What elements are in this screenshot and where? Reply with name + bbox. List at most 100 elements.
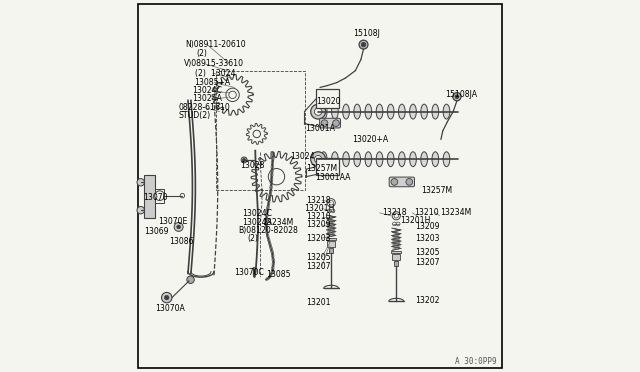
Text: 13218: 13218 bbox=[306, 196, 330, 205]
Circle shape bbox=[394, 214, 399, 218]
Ellipse shape bbox=[410, 104, 417, 119]
Ellipse shape bbox=[354, 104, 360, 119]
Text: 13210: 13210 bbox=[306, 212, 330, 221]
Circle shape bbox=[327, 199, 335, 207]
Ellipse shape bbox=[376, 104, 383, 119]
Text: 13024A: 13024A bbox=[191, 94, 221, 103]
Circle shape bbox=[362, 42, 365, 47]
Circle shape bbox=[164, 295, 169, 300]
Text: 13218: 13218 bbox=[383, 208, 407, 217]
Circle shape bbox=[180, 193, 184, 198]
Text: 13201: 13201 bbox=[306, 298, 330, 307]
Text: 13020: 13020 bbox=[316, 97, 340, 106]
Text: 15108J: 15108J bbox=[353, 29, 380, 38]
Circle shape bbox=[268, 169, 285, 185]
Circle shape bbox=[310, 152, 326, 167]
Circle shape bbox=[455, 95, 459, 99]
Circle shape bbox=[177, 225, 180, 229]
Ellipse shape bbox=[421, 104, 428, 119]
FancyBboxPatch shape bbox=[319, 118, 340, 128]
Ellipse shape bbox=[342, 152, 349, 167]
Text: (2): (2) bbox=[196, 49, 207, 58]
Text: 13001A: 13001A bbox=[305, 124, 335, 133]
Text: 13205: 13205 bbox=[306, 253, 330, 262]
Ellipse shape bbox=[354, 152, 360, 167]
Text: 13085+A: 13085+A bbox=[195, 78, 230, 87]
Text: 13070E: 13070E bbox=[158, 217, 188, 226]
Circle shape bbox=[314, 108, 322, 115]
Ellipse shape bbox=[410, 152, 417, 167]
Ellipse shape bbox=[321, 104, 327, 119]
Text: 13020+A: 13020+A bbox=[353, 135, 388, 144]
Text: 13209: 13209 bbox=[306, 220, 330, 229]
FancyBboxPatch shape bbox=[389, 177, 415, 187]
Ellipse shape bbox=[387, 104, 394, 119]
Text: B)08120-82028: B)08120-82028 bbox=[238, 226, 298, 235]
Circle shape bbox=[392, 222, 396, 226]
Text: 13024A: 13024A bbox=[242, 218, 272, 227]
Text: 08228-61610: 08228-61610 bbox=[179, 103, 230, 112]
Text: (2)  13024: (2) 13024 bbox=[195, 69, 235, 78]
Ellipse shape bbox=[443, 104, 450, 119]
Circle shape bbox=[155, 191, 164, 201]
Ellipse shape bbox=[332, 104, 338, 119]
Circle shape bbox=[243, 158, 246, 161]
Ellipse shape bbox=[399, 104, 405, 119]
Text: 13209: 13209 bbox=[415, 222, 440, 231]
Ellipse shape bbox=[387, 152, 394, 167]
Text: 13028: 13028 bbox=[240, 161, 264, 170]
Text: 13069: 13069 bbox=[145, 227, 169, 236]
Circle shape bbox=[392, 212, 401, 220]
Ellipse shape bbox=[376, 152, 383, 167]
Text: 13257M: 13257M bbox=[307, 164, 338, 173]
Text: 13234M: 13234M bbox=[262, 218, 294, 227]
Text: 13024C: 13024C bbox=[191, 86, 221, 95]
Text: (2): (2) bbox=[248, 234, 259, 243]
Circle shape bbox=[174, 222, 183, 231]
Text: 13024C: 13024C bbox=[242, 209, 272, 218]
Text: 13257M: 13257M bbox=[422, 186, 452, 195]
Circle shape bbox=[406, 179, 413, 185]
Ellipse shape bbox=[432, 152, 438, 167]
Ellipse shape bbox=[365, 152, 372, 167]
Ellipse shape bbox=[365, 104, 372, 119]
Text: 13202: 13202 bbox=[415, 296, 440, 305]
Text: A 30:0PP9: A 30:0PP9 bbox=[455, 357, 497, 366]
Circle shape bbox=[187, 276, 195, 283]
Circle shape bbox=[333, 120, 339, 126]
Text: V)08915-33610: V)08915-33610 bbox=[184, 60, 243, 68]
Circle shape bbox=[310, 104, 326, 119]
Ellipse shape bbox=[321, 152, 327, 167]
Text: 13201H: 13201H bbox=[400, 216, 430, 225]
Ellipse shape bbox=[443, 152, 450, 167]
Ellipse shape bbox=[399, 152, 405, 167]
Text: N)08911-20610: N)08911-20610 bbox=[186, 40, 246, 49]
Text: 13070A: 13070A bbox=[156, 304, 186, 313]
Text: 13024: 13024 bbox=[291, 152, 315, 161]
Circle shape bbox=[137, 206, 145, 214]
Bar bbox=[216, 71, 305, 190]
Text: 13001AA: 13001AA bbox=[315, 173, 351, 182]
Circle shape bbox=[241, 157, 247, 163]
Bar bbox=[326, 238, 336, 240]
Bar bbox=[145, 175, 155, 218]
Bar bbox=[392, 254, 401, 260]
Text: 13201H: 13201H bbox=[305, 204, 335, 213]
Text: 13210: 13210 bbox=[414, 208, 439, 217]
Bar bbox=[394, 261, 399, 266]
Bar bbox=[155, 189, 164, 203]
Text: 13203: 13203 bbox=[306, 234, 330, 243]
Circle shape bbox=[161, 292, 172, 303]
Circle shape bbox=[396, 222, 400, 226]
Circle shape bbox=[229, 91, 236, 99]
Circle shape bbox=[314, 155, 322, 163]
Ellipse shape bbox=[421, 152, 428, 167]
Bar bbox=[316, 89, 339, 108]
Text: STUD(2): STUD(2) bbox=[179, 111, 211, 120]
Bar bbox=[316, 158, 339, 175]
Circle shape bbox=[331, 209, 335, 213]
Text: 13086: 13086 bbox=[170, 237, 194, 246]
Circle shape bbox=[321, 120, 328, 126]
Bar bbox=[392, 251, 401, 253]
Circle shape bbox=[226, 88, 239, 102]
